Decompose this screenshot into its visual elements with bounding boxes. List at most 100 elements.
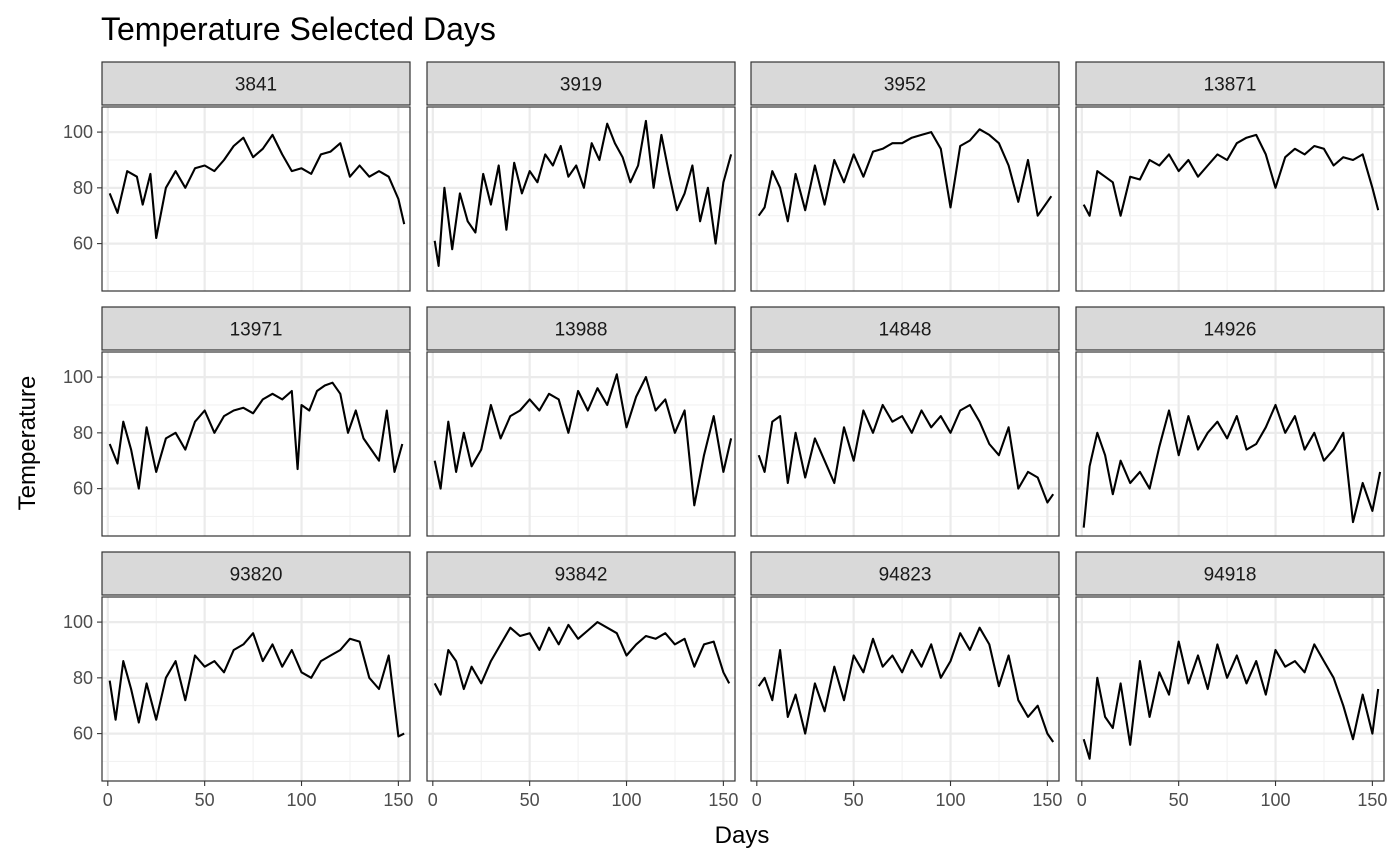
series-line: [757, 403, 1055, 504]
facet-panel-14848: 14848: [750, 306, 1060, 537]
panel-background: [102, 597, 410, 781]
y-tick-label: 60: [73, 234, 93, 254]
y-tick-label: 80: [73, 178, 93, 198]
facet-strip: [101, 551, 411, 596]
panel-border: [750, 106, 1060, 292]
facet-panel-14926: 14926: [1075, 306, 1385, 537]
x-tick-label: 50: [195, 790, 215, 810]
facet-strip: [426, 61, 736, 106]
x-tick-label: 100: [1260, 790, 1290, 810]
panel-background: [1076, 352, 1384, 536]
facet-strip-label: 3952: [884, 75, 926, 96]
facet-strip-label: 93820: [230, 565, 283, 586]
panel-border: [101, 596, 411, 782]
series-line: [108, 381, 404, 490]
facet-strip: [101, 61, 411, 106]
panel-background: [751, 597, 1059, 781]
facet-strip-label: 14926: [1204, 320, 1257, 341]
facet-strip-label: 13988: [555, 320, 608, 341]
x-tick-label: 0: [428, 790, 438, 810]
facet-strip-label: 94918: [1204, 565, 1257, 586]
facet-strip-label: 93842: [555, 565, 608, 586]
facet-strip-label: 13871: [1204, 75, 1257, 96]
facet-strip-label: 3919: [560, 75, 602, 96]
facet-panel-3919: 3919: [426, 61, 736, 292]
facet-panel-94918: 94918 0 50 100 150: [1075, 551, 1387, 810]
facet-strip: [101, 306, 411, 351]
panel-border: [426, 596, 736, 782]
facet-panel-13971: 13971 60 80 100: [63, 306, 411, 537]
panel-border: [101, 351, 411, 537]
series-line: [757, 626, 1055, 743]
panel-background: [427, 107, 735, 291]
facet-strip-label: 94823: [879, 565, 932, 586]
panel-border: [1075, 596, 1385, 782]
x-axis-title: Days: [715, 822, 770, 849]
x-tick-label: 100: [611, 790, 641, 810]
y-tick-label: 100: [63, 367, 93, 387]
panel-border: [1075, 106, 1385, 292]
x-tick-label: 150: [1357, 790, 1387, 810]
x-tick-label: 0: [1077, 790, 1087, 810]
panel-border: [426, 351, 736, 537]
panel-border: [426, 106, 736, 292]
facet-strip-label: 3841: [235, 75, 277, 96]
panel-background: [751, 352, 1059, 536]
x-tick-label: 50: [520, 790, 540, 810]
panel-background: [751, 107, 1059, 291]
panel-background: [1076, 597, 1384, 781]
series-line: [433, 621, 731, 696]
facet-strip: [1075, 306, 1385, 351]
y-tick-label: 100: [63, 612, 93, 632]
x-tick-label: 150: [708, 790, 738, 810]
y-tick-label: 100: [63, 122, 93, 142]
facet-panel-93842: 93842 0 50 100 150: [426, 551, 738, 810]
facet-strip: [1075, 61, 1385, 106]
x-tick-label: 100: [286, 790, 316, 810]
y-tick-label: 80: [73, 423, 93, 443]
series-line: [1082, 133, 1380, 217]
y-tick-label: 60: [73, 724, 93, 744]
facet-panel-13988: 13988: [426, 306, 736, 537]
panel-background: [427, 597, 735, 781]
facet-panel-94823: 94823 0 50 100 150: [750, 551, 1062, 810]
x-tick-label: 150: [383, 790, 413, 810]
panel-border: [1075, 351, 1385, 537]
facet-strip: [750, 61, 1060, 106]
x-tick-label: 50: [844, 790, 864, 810]
facet-strip: [750, 551, 1060, 596]
series-line: [1082, 640, 1380, 760]
x-tick-label: 0: [103, 790, 113, 810]
series-line: [433, 373, 733, 507]
y-tick-label: 60: [73, 479, 93, 499]
facet-panel-3841: 3841 60 80 100: [63, 61, 411, 292]
x-tick-label: 150: [1032, 790, 1062, 810]
facet-panel-93820: 93820 60 80 100 0 50 100 150: [63, 551, 413, 810]
facet-panels: 3841 60 80 100 3919 3952 13871 13971 60 80 100 1398…: [63, 61, 1387, 810]
y-axis-title: Temperature: [14, 376, 41, 511]
series-line: [108, 632, 405, 738]
panel-border: [750, 351, 1060, 537]
x-tick-label: 0: [752, 790, 762, 810]
facet-strip-label: 13971: [230, 320, 283, 341]
facet-strip: [750, 306, 1060, 351]
series-line: [757, 128, 1053, 223]
facet-panel-3952: 3952: [750, 61, 1060, 292]
x-tick-label: 50: [1169, 790, 1189, 810]
y-tick-label: 80: [73, 668, 93, 688]
facet-strip-label: 14848: [879, 320, 932, 341]
chart-title: Temperature Selected Days: [101, 11, 496, 47]
facet-strip: [1075, 551, 1385, 596]
panel-background: [102, 352, 410, 536]
x-tick-label: 100: [935, 790, 965, 810]
panel-border: [101, 106, 411, 292]
panel-border: [750, 596, 1060, 782]
series-line: [433, 119, 733, 267]
facet-strip: [426, 306, 736, 351]
panel-background: [1076, 107, 1384, 291]
panel-background: [102, 107, 410, 291]
panel-background: [427, 352, 735, 536]
facet-strip: [426, 551, 736, 596]
facet-panel-13871: 13871: [1075, 61, 1385, 292]
